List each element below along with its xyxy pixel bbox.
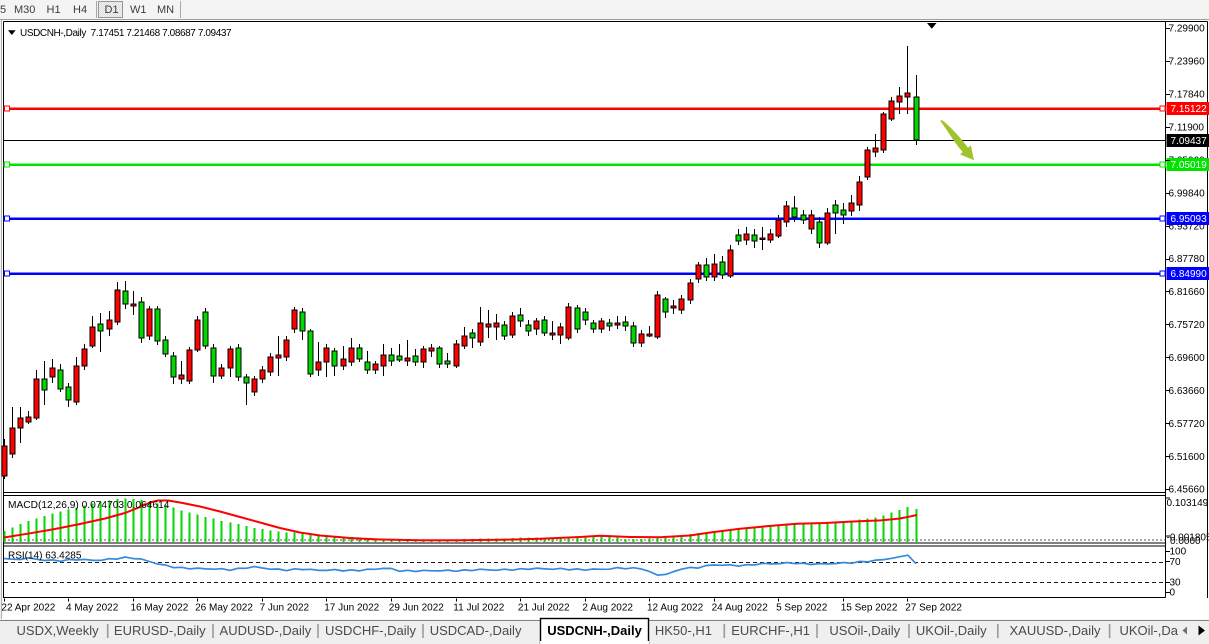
svg-text:UKOil-,Daily: UKOil-,Daily (916, 623, 987, 638)
svg-text:6.87780: 6.87780 (1169, 254, 1206, 265)
svg-text:11 Jul 2022: 11 Jul 2022 (453, 603, 504, 614)
svg-text:RSI(14) 63.4285: RSI(14) 63.4285 (8, 551, 82, 562)
svg-text:7.29900: 7.29900 (1169, 24, 1206, 35)
svg-text:D1: D1 (105, 4, 119, 16)
svg-text:22 Apr 2022: 22 Apr 2022 (1, 603, 55, 614)
svg-text:16 May 2022: 16 May 2022 (131, 603, 189, 614)
svg-text:6.45660: 6.45660 (1169, 485, 1206, 496)
svg-text:21 Jul 2022: 21 Jul 2022 (518, 603, 570, 614)
svg-text:24 Aug 2022: 24 Aug 2022 (712, 603, 769, 614)
svg-text:0.103149: 0.103149 (1167, 498, 1209, 509)
svg-text:5 Sep 2022: 5 Sep 2022 (776, 603, 828, 614)
svg-text:7.05019: 7.05019 (1171, 160, 1208, 171)
svg-text:W1: W1 (130, 4, 147, 16)
svg-text:H4: H4 (73, 4, 87, 16)
svg-text:6.99840: 6.99840 (1169, 188, 1206, 199)
svg-text:HK50-,H1: HK50-,H1 (655, 623, 712, 638)
svg-text:EURCHF-,H1: EURCHF-,H1 (731, 623, 810, 638)
svg-text:6.95093: 6.95093 (1171, 214, 1208, 225)
svg-text:XAUUSD-,Daily: XAUUSD-,Daily (1009, 623, 1101, 638)
svg-text:4 May 2022: 4 May 2022 (66, 603, 119, 614)
svg-text:USDCHF-,Daily: USDCHF-,Daily (325, 623, 417, 638)
svg-text:6.93720: 6.93720 (1169, 221, 1206, 232)
svg-text:USDCAD-,Daily: USDCAD-,Daily (430, 623, 522, 638)
svg-text:MACD(12,26,9) 0.074703 0.06461: MACD(12,26,9) 0.074703 0.064614 (8, 500, 170, 511)
svg-text:6.84990: 6.84990 (1171, 269, 1208, 280)
svg-text:30: 30 (1170, 577, 1182, 588)
svg-text:7.23960: 7.23960 (1169, 57, 1206, 68)
svg-text:7.11900: 7.11900 (1169, 123, 1205, 134)
svg-text:6.51600: 6.51600 (1169, 452, 1206, 463)
svg-text:70: 70 (1170, 557, 1182, 568)
svg-text:6.75720: 6.75720 (1169, 320, 1206, 331)
svg-text:12 Aug 2022: 12 Aug 2022 (647, 603, 704, 614)
svg-text:UKOil-,Da: UKOil-,Da (1119, 623, 1178, 638)
svg-text:6.69600: 6.69600 (1169, 353, 1206, 364)
svg-text:-0.001805: -0.001805 (1167, 532, 1209, 543)
svg-text:7.15122: 7.15122 (1171, 104, 1208, 115)
svg-text:29 Jun 2022: 29 Jun 2022 (389, 603, 444, 614)
svg-text:EURUSD-,Daily: EURUSD-,Daily (114, 623, 206, 638)
svg-text:0: 0 (1170, 588, 1176, 599)
svg-text:6.57720: 6.57720 (1169, 419, 1206, 430)
svg-text:7.17840: 7.17840 (1169, 90, 1206, 101)
svg-text:6.63660: 6.63660 (1169, 386, 1206, 397)
svg-text:5: 5 (0, 4, 6, 16)
svg-text:7 Jun 2022: 7 Jun 2022 (260, 603, 310, 614)
svg-text:USDCNH-,Daily 7.17451 7.21468: USDCNH-,Daily 7.17451 7.21468 7.08687 7.… (20, 28, 232, 39)
svg-text:MN: MN (157, 4, 174, 16)
svg-text:6.81660: 6.81660 (1169, 287, 1206, 298)
svg-text:26 May 2022: 26 May 2022 (195, 603, 253, 614)
svg-text:USOil-,Daily: USOil-,Daily (829, 623, 900, 638)
svg-text:100: 100 (1170, 547, 1187, 558)
svg-text:2 Aug 2022: 2 Aug 2022 (582, 603, 633, 614)
svg-text:17 Jun 2022: 17 Jun 2022 (324, 603, 379, 614)
svg-text:USDCNH-,Daily: USDCNH-,Daily (547, 623, 642, 638)
svg-text:15 Sep 2022: 15 Sep 2022 (841, 603, 898, 614)
svg-text:AUDUSD-,Daily: AUDUSD-,Daily (220, 623, 312, 638)
svg-text:H1: H1 (47, 4, 61, 16)
svg-text:USDX,Weekly: USDX,Weekly (17, 623, 100, 638)
svg-text:M30: M30 (14, 4, 35, 16)
svg-text:0.0000: 0.0000 (1170, 536, 1201, 547)
svg-text:27 Sep 2022: 27 Sep 2022 (905, 603, 962, 614)
svg-text:7.09437: 7.09437 (1171, 136, 1208, 147)
